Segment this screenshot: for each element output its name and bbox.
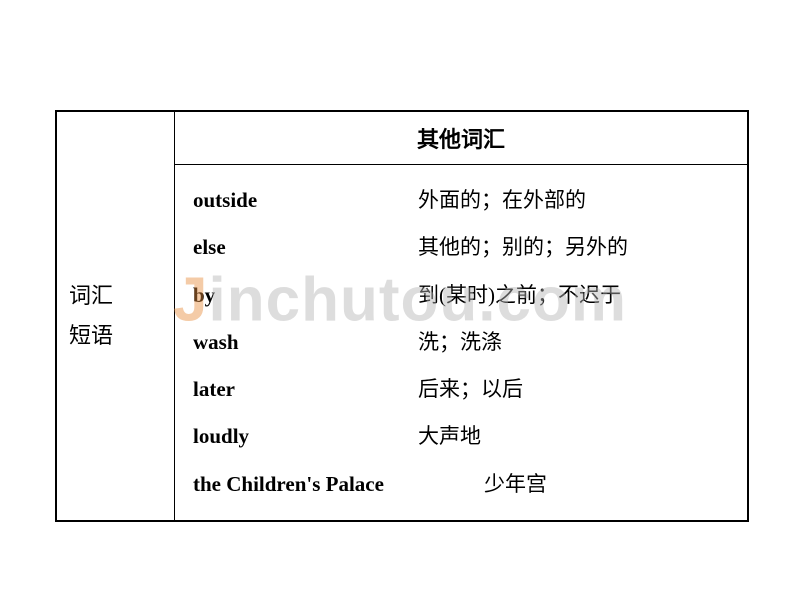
- chn-word: 后来；以后: [418, 366, 523, 413]
- category-label: 词汇 短语: [57, 112, 175, 520]
- vocab-row: by 到(某时)之前；不迟于: [193, 272, 747, 319]
- vocab-row: later 后来；以后: [193, 366, 747, 413]
- content-area: 其他词汇 outside 外面的；在外部的 else 其他的；别的；另外的 by…: [175, 112, 747, 520]
- chn-word: 洗；洗涤: [418, 319, 502, 366]
- vocab-body: outside 外面的；在外部的 else 其他的；别的；另外的 by 到(某时…: [175, 165, 747, 520]
- vocab-row: else 其他的；别的；另外的: [193, 224, 747, 271]
- eng-word: wash: [193, 319, 418, 366]
- header-text: 其他词汇: [175, 112, 747, 164]
- label-line1: 词汇: [69, 276, 174, 316]
- eng-word: the Children's Palace: [193, 461, 384, 508]
- table-main: 词汇 短语 其他词汇 outside 外面的；在外部的 else 其他的；别的；…: [57, 112, 747, 520]
- eng-word: outside: [193, 177, 418, 224]
- chn-word: 少年宫: [484, 461, 547, 508]
- eng-word: else: [193, 224, 418, 271]
- chn-word: 大声地: [418, 413, 481, 460]
- chn-word: 外面的；在外部的: [418, 177, 586, 224]
- chn-word: 其他的；别的；另外的: [418, 224, 628, 271]
- eng-word: by: [193, 272, 418, 319]
- chn-word: 到(某时)之前；不迟于: [418, 272, 621, 319]
- vocab-row-last: the Children's Palace 少年宫: [193, 461, 747, 508]
- vocab-table: 词汇 短语 其他词汇 outside 外面的；在外部的 else 其他的；别的；…: [55, 110, 749, 522]
- header-row: 其他词汇: [175, 112, 747, 165]
- vocab-row: wash 洗；洗涤: [193, 319, 747, 366]
- vocab-row: outside 外面的；在外部的: [193, 177, 747, 224]
- eng-word: loudly: [193, 413, 418, 460]
- label-line2: 短语: [69, 316, 174, 356]
- vocab-row: loudly 大声地: [193, 413, 747, 460]
- eng-word: later: [193, 366, 418, 413]
